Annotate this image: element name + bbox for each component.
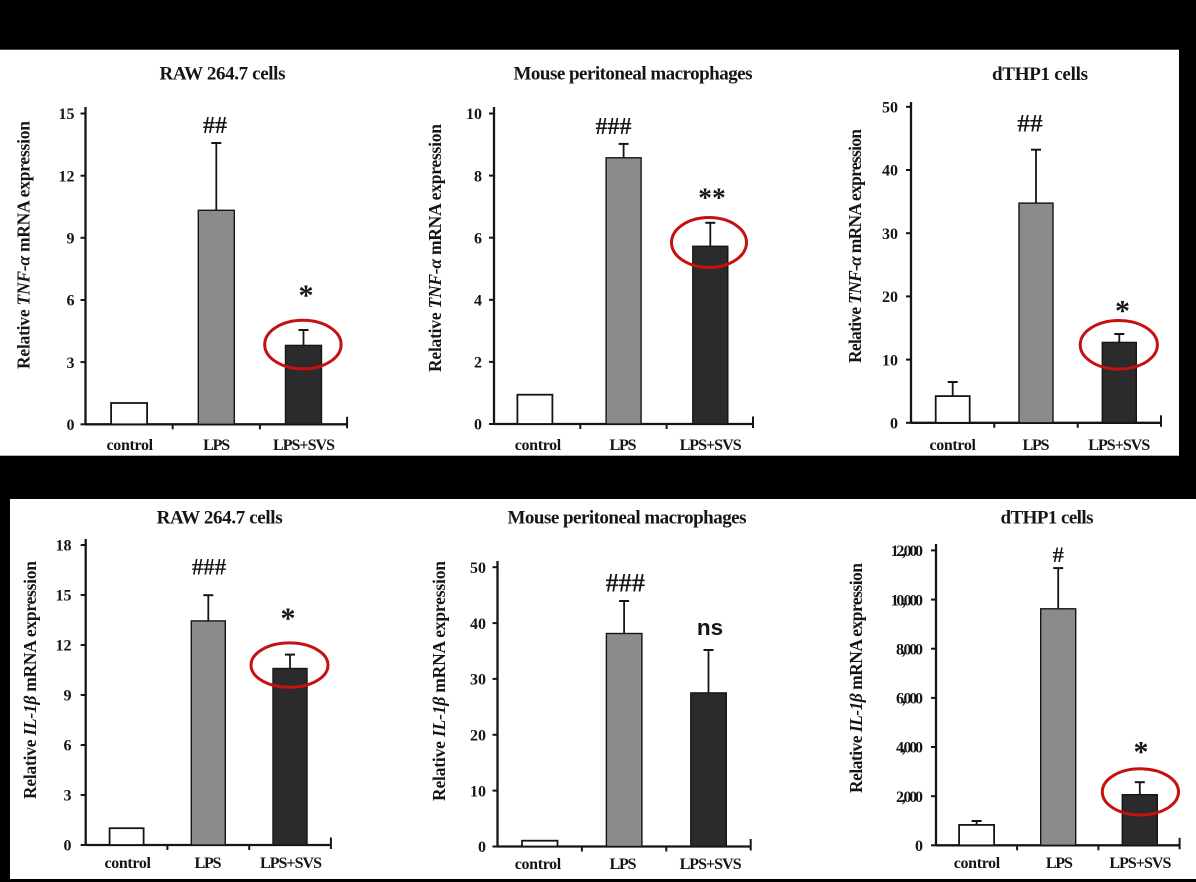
svg-text:control: control (107, 437, 154, 454)
svg-text:###: ### (596, 114, 632, 140)
svg-text:LPS+SVS: LPS+SVS (680, 856, 742, 873)
svg-text:0: 0 (67, 417, 75, 434)
svg-text:LPS: LPS (1046, 855, 1073, 872)
svg-text:6,000: 6,000 (896, 691, 923, 708)
svg-text:LPS+SVS: LPS+SVS (273, 437, 335, 454)
svg-text:Relative TNF-α mRNA expression: Relative TNF-α mRNA expression (14, 121, 34, 369)
svg-text:LPS+SVS: LPS+SVS (260, 855, 322, 872)
svg-text:Relative IL-1β mRNA expression: Relative IL-1β mRNA expression (20, 561, 40, 799)
svg-text:LPS: LPS (195, 855, 222, 872)
svg-text:control: control (515, 856, 562, 873)
svg-text:RAW 264.7 cells: RAW 264.7 cells (160, 64, 286, 85)
svg-text:#: # (1053, 542, 1064, 567)
svg-text:##: ## (203, 112, 227, 139)
svg-text:###: ### (192, 555, 227, 580)
svg-text:6: 6 (67, 293, 75, 310)
svg-text:*: * (1134, 736, 1149, 769)
svg-text:LPS+SVS: LPS+SVS (1088, 437, 1150, 454)
svg-text:Mouse peritoneal macrophages: Mouse peritoneal macrophages (514, 64, 753, 85)
svg-text:20: 20 (882, 289, 898, 306)
svg-text:3: 3 (64, 788, 72, 805)
svg-text:50: 50 (882, 100, 898, 117)
svg-text:6: 6 (64, 738, 72, 755)
svg-text:Relative TNF-α mRNA expression: Relative TNF-α mRNA expression (425, 124, 445, 372)
svg-text:RAW 264.7 cells: RAW 264.7 cells (157, 508, 283, 529)
svg-text:2: 2 (474, 355, 482, 372)
svg-text:10: 10 (466, 106, 482, 123)
svg-text:12: 12 (59, 168, 75, 185)
svg-text:control: control (515, 437, 562, 454)
svg-text:15: 15 (59, 106, 75, 123)
svg-text:15: 15 (56, 588, 72, 605)
svg-text:Mouse peritoneal macrophages: Mouse peritoneal macrophages (508, 508, 747, 529)
svg-text:40: 40 (882, 163, 898, 180)
svg-text:10: 10 (882, 352, 898, 369)
svg-text:###: ### (606, 569, 645, 598)
svg-text:4,000: 4,000 (896, 740, 923, 757)
svg-text:0: 0 (478, 839, 486, 856)
svg-text:control: control (954, 855, 1001, 872)
svg-text:Relative IL-1β mRNA expression: Relative IL-1β mRNA expression (429, 561, 449, 801)
svg-text:8,000: 8,000 (896, 641, 923, 658)
svg-text:30: 30 (882, 226, 898, 243)
svg-text:LPS+SVS: LPS+SVS (680, 437, 742, 454)
svg-text:40: 40 (470, 616, 486, 633)
svg-text:dTHP1 cells: dTHP1 cells (1001, 508, 1094, 529)
svg-text:dTHP1 cells: dTHP1 cells (992, 64, 1088, 85)
svg-text:2,000: 2,000 (896, 789, 923, 806)
svg-text:LPS: LPS (203, 437, 230, 454)
svg-text:30: 30 (470, 672, 486, 689)
svg-text:LPS: LPS (610, 856, 637, 873)
svg-text:ns: ns (697, 615, 723, 640)
svg-text:9: 9 (64, 688, 72, 705)
svg-text:0: 0 (64, 838, 72, 855)
svg-text:control: control (104, 855, 151, 872)
svg-text:9: 9 (67, 231, 75, 248)
svg-text:Relative TNF-α mRNA expression: Relative TNF-α mRNA expression (845, 129, 865, 363)
svg-text:Relative IL-1β mRNA expression: Relative IL-1β mRNA expression (846, 563, 866, 793)
svg-text:10,000: 10,000 (891, 592, 923, 609)
svg-text:LPS+SVS: LPS+SVS (1109, 855, 1171, 872)
svg-text:0: 0 (890, 416, 898, 433)
svg-text:LPS: LPS (610, 437, 637, 454)
svg-text:12,000: 12,000 (891, 543, 923, 560)
svg-text:20: 20 (470, 728, 486, 745)
svg-text:12: 12 (56, 638, 72, 655)
svg-text:10: 10 (470, 783, 486, 800)
svg-text:8: 8 (474, 168, 482, 185)
svg-text:##: ## (1017, 109, 1043, 138)
svg-text:4: 4 (474, 293, 482, 310)
svg-text:control: control (929, 437, 976, 454)
svg-text:18: 18 (56, 538, 72, 555)
svg-text:*: * (299, 279, 314, 312)
svg-text:LPS: LPS (1023, 437, 1050, 454)
svg-text:0: 0 (915, 838, 923, 855)
svg-text:*: * (1115, 295, 1130, 328)
svg-text:0: 0 (474, 417, 482, 434)
svg-text:**: ** (698, 182, 726, 213)
svg-text:*: * (281, 602, 296, 635)
svg-text:50: 50 (470, 560, 486, 577)
svg-text:6: 6 (474, 230, 482, 247)
svg-text:3: 3 (67, 355, 75, 372)
